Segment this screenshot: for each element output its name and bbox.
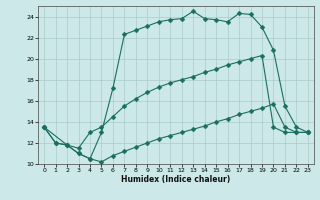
X-axis label: Humidex (Indice chaleur): Humidex (Indice chaleur)	[121, 175, 231, 184]
